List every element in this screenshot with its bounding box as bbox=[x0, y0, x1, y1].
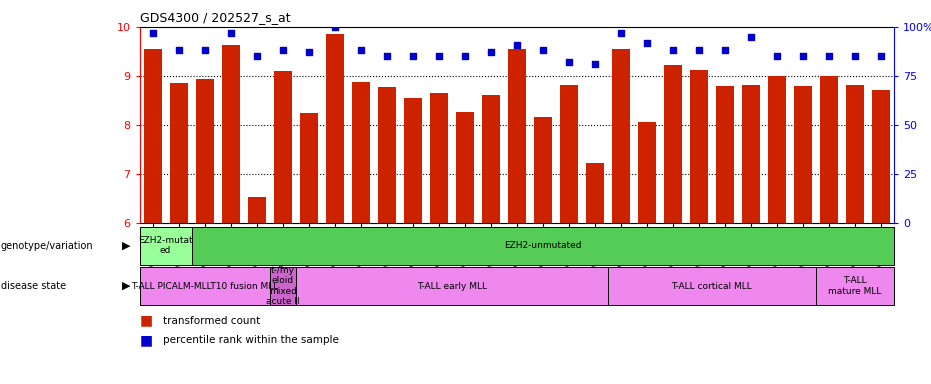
Point bbox=[821, 53, 836, 59]
Bar bbox=[845, 84, 864, 223]
Text: T-ALL
mature MLL: T-ALL mature MLL bbox=[828, 276, 882, 296]
Bar bbox=[274, 71, 291, 223]
Bar bbox=[638, 122, 655, 223]
Bar bbox=[716, 86, 734, 223]
Bar bbox=[768, 76, 786, 223]
Point bbox=[769, 53, 784, 59]
Point bbox=[379, 53, 394, 59]
Text: genotype/variation: genotype/variation bbox=[1, 241, 93, 251]
Bar bbox=[690, 70, 708, 223]
Bar bbox=[140, 267, 270, 305]
Point bbox=[743, 33, 758, 40]
Bar bbox=[296, 267, 608, 305]
Bar bbox=[742, 84, 760, 223]
Text: T-ALL early MLL: T-ALL early MLL bbox=[417, 281, 487, 291]
Bar bbox=[608, 267, 816, 305]
Point bbox=[692, 47, 707, 53]
Bar bbox=[140, 227, 192, 265]
Point bbox=[276, 47, 290, 53]
Text: percentile rank within the sample: percentile rank within the sample bbox=[163, 335, 339, 345]
Text: t-/my
eloid
mixed
acute ll: t-/my eloid mixed acute ll bbox=[266, 266, 300, 306]
Bar bbox=[533, 118, 552, 223]
Point bbox=[614, 30, 628, 36]
Bar bbox=[819, 76, 838, 223]
Bar bbox=[404, 98, 422, 223]
Point bbox=[795, 53, 810, 59]
Point bbox=[171, 47, 186, 53]
Text: EZH2-mutat
ed: EZH2-mutat ed bbox=[139, 236, 193, 255]
Text: EZH2-unmutated: EZH2-unmutated bbox=[504, 241, 582, 250]
Point bbox=[535, 47, 550, 53]
Text: GDS4300 / 202527_s_at: GDS4300 / 202527_s_at bbox=[140, 11, 290, 24]
Bar bbox=[300, 113, 317, 223]
Point bbox=[873, 53, 888, 59]
Point bbox=[666, 47, 681, 53]
Point bbox=[640, 40, 654, 46]
Bar bbox=[352, 82, 370, 223]
Bar bbox=[507, 49, 526, 223]
Point bbox=[250, 53, 264, 59]
Point bbox=[431, 53, 446, 59]
Bar bbox=[143, 49, 162, 223]
Point bbox=[145, 30, 160, 36]
Bar bbox=[793, 86, 812, 223]
Bar bbox=[169, 83, 188, 223]
Point bbox=[509, 41, 524, 48]
Point bbox=[587, 61, 602, 67]
Bar bbox=[816, 267, 894, 305]
Text: T-ALL cortical MLL: T-ALL cortical MLL bbox=[671, 281, 752, 291]
Bar bbox=[248, 197, 265, 223]
Text: ▶: ▶ bbox=[122, 241, 130, 251]
Point bbox=[717, 47, 732, 53]
Text: disease state: disease state bbox=[1, 281, 66, 291]
Text: T-ALL PICALM-MLLT10 fusion MLL: T-ALL PICALM-MLLT10 fusion MLL bbox=[131, 281, 278, 291]
Point bbox=[327, 24, 342, 30]
Point bbox=[302, 49, 317, 55]
Text: transformed count: transformed count bbox=[163, 316, 260, 326]
Point bbox=[561, 59, 576, 65]
Bar bbox=[586, 163, 604, 223]
Bar bbox=[378, 87, 396, 223]
Point bbox=[847, 53, 862, 59]
Point bbox=[457, 53, 472, 59]
Point bbox=[197, 47, 212, 53]
Point bbox=[223, 30, 238, 36]
Bar bbox=[270, 267, 296, 305]
Bar bbox=[481, 96, 500, 223]
Point bbox=[353, 47, 368, 53]
Bar bbox=[196, 79, 214, 223]
Text: ■: ■ bbox=[140, 333, 153, 347]
Point bbox=[483, 49, 498, 55]
Text: ▶: ▶ bbox=[122, 281, 130, 291]
Bar bbox=[664, 65, 681, 223]
Bar bbox=[222, 45, 240, 223]
Point bbox=[405, 53, 420, 59]
Bar bbox=[455, 112, 474, 223]
Bar bbox=[871, 89, 890, 223]
Text: ■: ■ bbox=[140, 314, 153, 328]
Bar bbox=[612, 49, 629, 223]
Bar bbox=[429, 93, 448, 223]
Bar bbox=[326, 34, 344, 223]
Bar bbox=[560, 84, 578, 223]
